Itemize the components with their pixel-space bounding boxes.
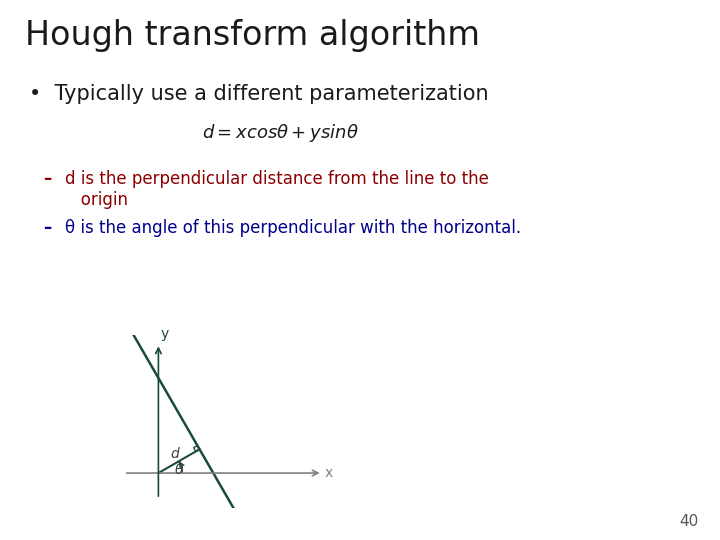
Text: •  Typically use a different parameterization: • Typically use a different parameteriza… [29,84,488,104]
Text: –: – [43,170,51,188]
Text: y: y [161,327,169,341]
Text: 40: 40 [679,514,698,529]
Text: –: – [43,219,51,237]
Text: x: x [325,466,333,480]
Text: Hough transform algorithm: Hough transform algorithm [25,19,480,52]
Text: $d = xcos\theta + ysin\theta$: $d = xcos\theta + ysin\theta$ [202,122,359,144]
Text: θ is the angle of this perpendicular with the horizontal.: θ is the angle of this perpendicular wit… [65,219,521,237]
Text: θ: θ [175,463,184,477]
Text: d: d [171,448,179,461]
Text: d is the perpendicular distance from the line to the
   origin: d is the perpendicular distance from the… [65,170,489,209]
